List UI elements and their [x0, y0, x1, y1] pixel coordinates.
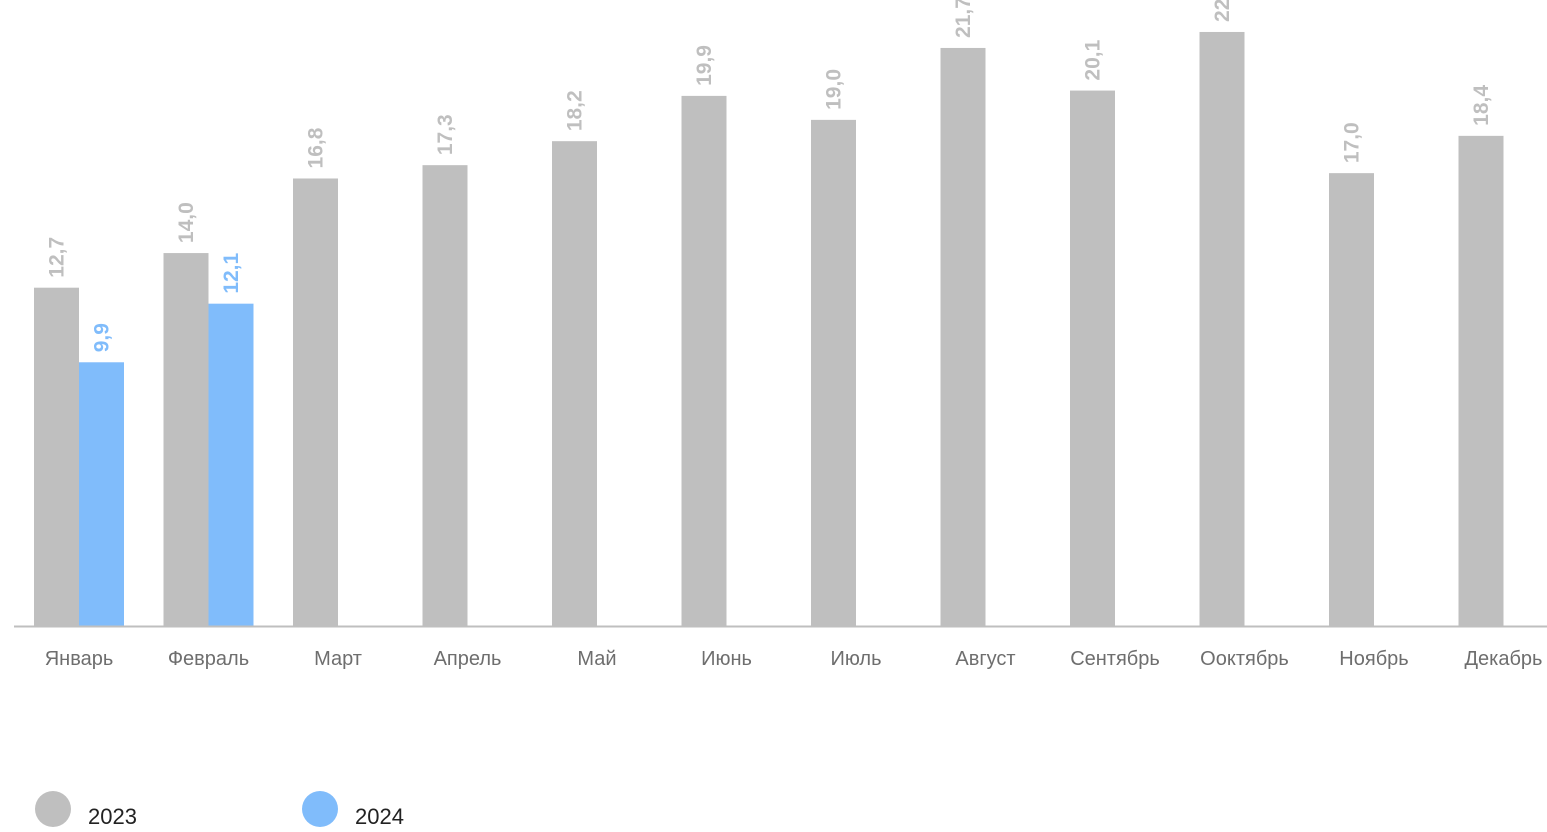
bar-2023-3	[293, 178, 338, 626]
category-label-7: Июль	[830, 648, 881, 670]
value-label-2024-2: 12,1	[220, 252, 243, 293]
category-label-6: Июнь	[701, 648, 752, 670]
bar-2023-2	[163, 253, 209, 626]
bar-2023-11	[1329, 173, 1374, 627]
category-label-9: Сентябрь	[1070, 648, 1160, 670]
bar-2024-1	[79, 362, 124, 626]
bar-2023-8	[940, 47, 986, 627]
legend: 2023 2024	[35, 791, 404, 829]
bar-2023-7	[811, 119, 856, 626]
category-label-12: Декабрь	[1465, 648, 1543, 670]
bar-2024-2	[208, 303, 254, 626]
legend-item-2023: 2023	[35, 791, 137, 829]
bar-2023-6	[681, 95, 727, 626]
category-label-4: Апрель	[434, 648, 502, 670]
legend-swatch-2024	[302, 791, 338, 827]
bar-2023-5	[552, 141, 597, 626]
value-label-2023-10: 22,3	[1211, 0, 1234, 22]
value-label-2023-6: 19,9	[693, 45, 716, 86]
bars-layer	[34, 31, 1504, 627]
category-label-11: Ноябрь	[1339, 648, 1408, 670]
bar-2023-10	[1199, 31, 1245, 627]
value-labels-layer: 12,7 9,9 14,0 12,1 16,8 17,3 18,2 19,9 19,0 21,7 2…	[46, 0, 1494, 352]
value-label-2023-7: 19,0	[823, 69, 846, 110]
category-label-2: Февраль	[168, 648, 249, 670]
category-labels-layer: Январь Февраль Март Апрель Май Июнь Июль Август…	[45, 648, 1543, 670]
bar-2023-1	[34, 287, 79, 626]
category-label-10: Ооктябрь	[1200, 648, 1289, 670]
bar-2023-4	[422, 165, 468, 626]
legend-swatch-2023	[35, 791, 71, 827]
legend-item-2024: 2024	[302, 791, 404, 829]
value-label-2023-11: 17,0	[1341, 122, 1364, 163]
legend-label-2023: 2023	[88, 804, 137, 827]
value-label-2024-1: 9,9	[91, 323, 114, 352]
bar-2023-9	[1070, 90, 1115, 627]
value-label-2023-9: 20,1	[1082, 39, 1105, 80]
category-label-5: Май	[577, 648, 616, 670]
legend-label-2024: 2024	[355, 804, 404, 827]
value-label-2023-3: 16,8	[305, 127, 328, 168]
value-label-2023-4: 17,3	[434, 114, 457, 155]
category-label-3: Март	[314, 648, 362, 670]
value-label-2023-5: 18,2	[564, 90, 587, 131]
category-label-1: Январь	[45, 648, 114, 670]
value-label-2023-12: 18,4	[1470, 85, 1493, 126]
value-label-2023-8: 21,7	[952, 0, 975, 38]
bar-2023-12	[1458, 135, 1504, 626]
value-label-2023-1: 12,7	[46, 237, 69, 278]
category-label-8: Август	[955, 648, 1015, 670]
value-label-2023-2: 14,0	[175, 202, 198, 243]
